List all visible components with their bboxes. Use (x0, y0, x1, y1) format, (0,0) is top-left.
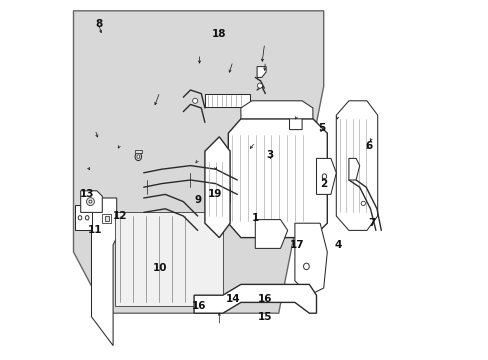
Polygon shape (257, 67, 265, 77)
Text: 5: 5 (318, 123, 325, 133)
Polygon shape (194, 284, 316, 313)
Polygon shape (316, 158, 336, 194)
Text: 8: 8 (95, 19, 102, 30)
Ellipse shape (137, 155, 140, 158)
Text: 16: 16 (192, 301, 206, 311)
Polygon shape (91, 198, 117, 346)
Text: 2: 2 (320, 179, 326, 189)
Polygon shape (134, 150, 142, 153)
Text: 1: 1 (251, 213, 258, 223)
Text: 19: 19 (207, 189, 222, 199)
Text: 15: 15 (257, 312, 271, 322)
FancyBboxPatch shape (115, 212, 223, 306)
Ellipse shape (135, 153, 141, 161)
Ellipse shape (89, 200, 92, 203)
Polygon shape (104, 216, 108, 221)
Ellipse shape (85, 216, 89, 220)
Text: 4: 4 (334, 240, 341, 250)
Text: 12: 12 (113, 211, 127, 221)
Text: 6: 6 (365, 141, 371, 151)
Text: 11: 11 (88, 225, 102, 235)
Text: 14: 14 (225, 294, 240, 304)
Polygon shape (336, 101, 377, 230)
Ellipse shape (192, 98, 197, 103)
Text: 10: 10 (152, 263, 167, 273)
Polygon shape (289, 108, 302, 130)
Polygon shape (73, 11, 323, 313)
Ellipse shape (361, 201, 365, 206)
Polygon shape (241, 101, 312, 119)
Polygon shape (348, 158, 359, 180)
Polygon shape (255, 220, 287, 248)
Ellipse shape (86, 198, 94, 206)
Text: 16: 16 (258, 294, 272, 304)
Ellipse shape (257, 83, 262, 88)
Ellipse shape (303, 263, 309, 270)
Polygon shape (294, 223, 326, 295)
Ellipse shape (78, 216, 81, 220)
Text: 3: 3 (265, 150, 273, 160)
Text: 17: 17 (289, 240, 304, 250)
Polygon shape (81, 191, 102, 212)
Polygon shape (204, 137, 230, 238)
Polygon shape (102, 214, 111, 223)
FancyBboxPatch shape (204, 94, 249, 107)
Text: 13: 13 (80, 189, 94, 199)
Text: 18: 18 (212, 29, 226, 39)
Text: 7: 7 (368, 218, 375, 228)
Polygon shape (228, 119, 326, 238)
Polygon shape (75, 205, 91, 230)
Text: 9: 9 (194, 195, 201, 205)
Ellipse shape (322, 174, 326, 179)
